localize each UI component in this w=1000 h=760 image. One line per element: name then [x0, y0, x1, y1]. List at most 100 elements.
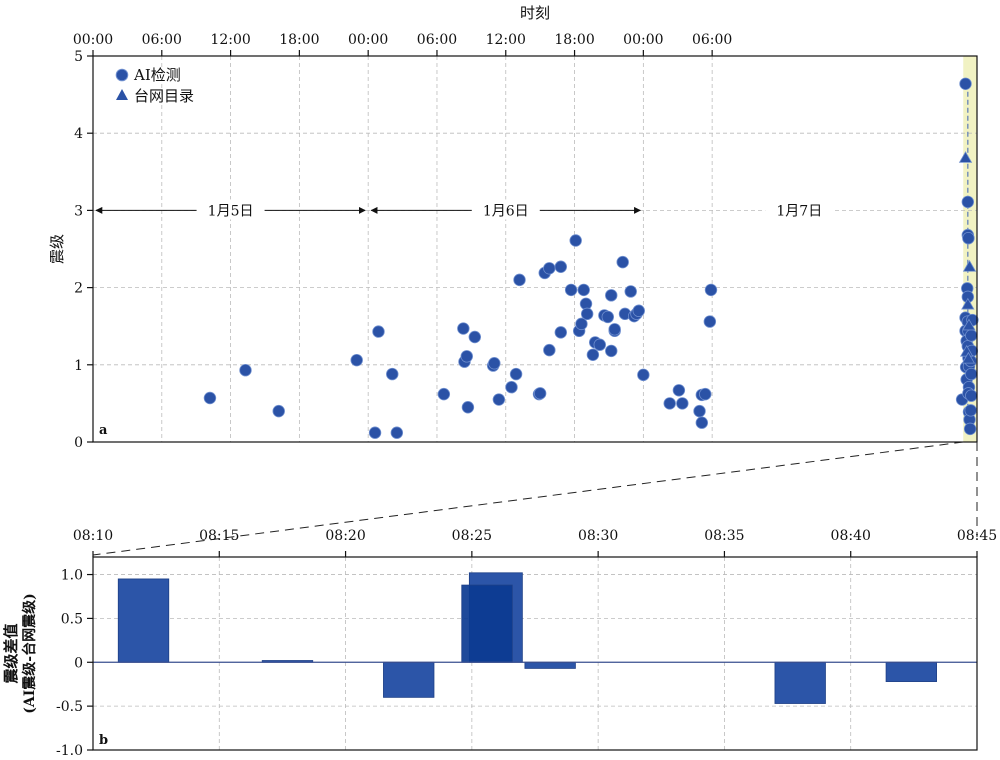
legend-circle-marker	[115, 68, 129, 82]
panel-b-ticks: 08:10 08:15 08:20 08:25 08:30 08:35 08:40 08:45…	[56, 528, 997, 759]
ai-detection-point	[554, 260, 567, 273]
panel-a-y-tick-label: 1	[74, 358, 83, 374]
ai-detection-point	[637, 368, 650, 382]
catalog-point	[961, 297, 975, 310]
panel-a-x-axis-label: 时刻	[520, 4, 550, 22]
panel-b-x-tick-label: 08:25	[452, 528, 492, 544]
panel-a-points	[203, 77, 979, 439]
catalog-point	[962, 318, 976, 331]
panel-a-scatter: 1月5日 1月6日 1月7日 00:00 06:00 12:00 18:00 00:00 06…	[48, 4, 979, 451]
panel-a-x-tick-label: 06:00	[142, 32, 182, 48]
panel-b-x-tick-label: 08:30	[578, 528, 618, 544]
panel-b-y-tick-label: 0.5	[61, 611, 83, 627]
panel-a-ticks: 00:00 06:00 12:00 18:00 00:00 06:00 12:00 18:00…	[73, 32, 733, 451]
ai-detection-point	[575, 317, 588, 331]
ai-detection-point	[959, 77, 972, 90]
panel-b-y-tick-label: -1.0	[56, 743, 83, 759]
ai-detection-point	[239, 364, 252, 377]
ai-detection-point	[703, 315, 717, 328]
panel-b-y-tick-label: 1.0	[61, 568, 83, 584]
magnitude-difference-bar	[383, 661, 435, 698]
panel-a-y-tick-label: 0	[74, 435, 83, 451]
panel-a-x-tick-label: 18:00	[554, 32, 594, 48]
ai-detection-point	[961, 195, 975, 209]
ai-detection-point	[601, 310, 615, 324]
ai-detection-point	[624, 285, 637, 298]
ai-detection-point	[350, 353, 363, 367]
ai-detection-point	[386, 367, 399, 381]
ai-detection-point	[543, 343, 556, 357]
day-label-background	[196, 199, 265, 220]
ai-detection-point	[468, 330, 482, 344]
ai-detection-point	[962, 231, 975, 245]
panel-a-y-tick-label: 5	[74, 49, 83, 65]
day-label-background	[765, 199, 834, 220]
magnitude-difference-bar	[117, 578, 170, 663]
panel-a-x-tick-label: 12:00	[486, 32, 526, 48]
magnitude-difference-bar	[774, 661, 826, 704]
ai-detection-point	[505, 380, 518, 394]
ai-detection-point	[390, 426, 404, 439]
ai-detection-point	[368, 426, 382, 439]
panel-a-y-tick-label: 4	[74, 126, 83, 142]
ai-detection-point	[695, 416, 709, 429]
magnitude-difference-bar	[461, 584, 513, 663]
ai-detection-point	[965, 367, 978, 381]
panel-b-bars	[117, 572, 937, 704]
ai-detection-point	[372, 325, 385, 338]
panel-a-y-axis-label: 震级	[48, 234, 66, 264]
panel-b-x-tick-label: 08:35	[704, 528, 744, 544]
ai-detection-point	[586, 348, 600, 361]
ai-detection-point	[461, 401, 475, 414]
panel-a-x-tick-label: 00:00	[623, 32, 663, 48]
panel-a-x-tick-label: 06:00	[417, 32, 457, 48]
zoom-connector-left	[92, 441, 964, 556]
panel-a-frame	[92, 55, 978, 443]
ai-detection-point	[965, 329, 978, 342]
day-label: 1月7日	[776, 203, 822, 219]
day-label: 1月6日	[483, 203, 529, 219]
day-label-background	[471, 199, 540, 220]
ai-detection-point	[554, 326, 567, 339]
ai-detection-point	[676, 397, 689, 410]
ai-detection-point	[457, 322, 470, 335]
ai-detection-point	[203, 391, 217, 405]
zoom-connector-lines	[92, 441, 978, 556]
ai-detection-point	[437, 387, 451, 401]
magnitude-difference-bar	[524, 661, 576, 669]
panel-a-label: a	[99, 423, 108, 438]
ai-detection-point	[605, 289, 618, 302]
magnitude-difference-bar	[885, 661, 937, 682]
ai-detection-point	[963, 422, 977, 436]
panel-a-x-tick-label: 18:00	[279, 32, 319, 48]
day-range-arrows: 1月5日 1月6日 1月7日	[95, 199, 834, 220]
panel-a-y-tick-label: 2	[74, 281, 83, 297]
ai-detection-point	[488, 357, 501, 370]
panel-a-y-tick-label: 3	[74, 203, 83, 219]
legend: AI检测 台网目录	[115, 66, 194, 105]
ai-detection-point	[605, 344, 618, 358]
ai-detection-point	[663, 397, 676, 410]
panel-b-label: b	[99, 733, 108, 748]
ai-detection-point	[460, 350, 473, 363]
ai-detection-point	[704, 283, 718, 297]
ai-detection-point	[608, 323, 621, 336]
panel-a-x-tick-label: 00:00	[73, 32, 113, 48]
panel-b-x-tick-label: 08:20	[325, 528, 365, 544]
panel-b-y-axis-sublabel: (AI震级-台网震级)	[21, 593, 38, 713]
panel-b-bar: 08:10 08:15 08:20 08:25 08:30 08:35 08:40 08:45…	[2, 528, 997, 759]
panel-a-x-tick-label: 00:00	[348, 32, 388, 48]
panel-b-y-axis-label: 震级差值	[2, 623, 20, 683]
ai-detection-point	[543, 262, 556, 275]
panel-b-x-tick-label: 08:15	[199, 528, 239, 544]
legend-triangle-marker	[116, 89, 128, 100]
catalog-point	[961, 351, 976, 364]
ai-detection-point	[693, 404, 706, 418]
panel-b-x-tick-label: 08:10	[73, 528, 113, 544]
panel-a-x-tick-label: 06:00	[692, 32, 732, 48]
panel-b-x-tick-label: 08:40	[831, 528, 871, 544]
legend-label-catalog: 台网目录	[134, 87, 194, 105]
ai-detection-point	[580, 307, 594, 321]
ai-detection-point	[569, 234, 582, 247]
